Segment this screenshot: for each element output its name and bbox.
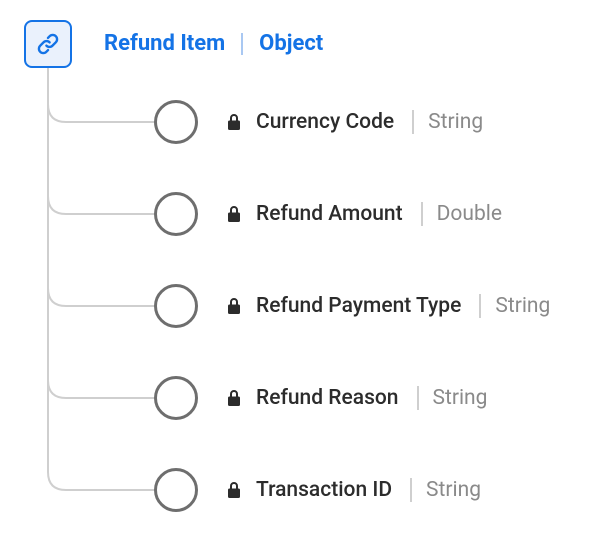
root-icon-box[interactable] [24,20,72,68]
type-divider [479,294,481,318]
field-name: Refund Payment Type [256,294,461,318]
lock-icon [226,113,242,131]
type-divider [412,110,414,134]
field-type: Double [437,202,502,226]
field-type: String [428,110,483,134]
root-name[interactable]: Refund Item [104,33,241,55]
children-list: Currency CodeStringRefund AmountDoubleRe… [48,68,596,514]
field-node-circle[interactable] [154,376,198,420]
field-name: Refund Amount [256,202,403,226]
type-divider [421,202,423,226]
field-node-circle[interactable] [154,284,198,328]
field-row[interactable]: Currency Code String [48,98,596,146]
type-divider [417,386,419,410]
field-row[interactable]: Refund Amount Double [48,190,596,238]
field-node-circle[interactable] [154,192,198,236]
field-row[interactable]: Refund Payment Type String [48,282,596,330]
field-node-circle[interactable] [154,468,198,512]
field-row[interactable]: Transaction ID String [48,466,596,514]
lock-icon [226,389,242,407]
link-icon [35,31,61,57]
field-type: String [495,294,550,318]
field-name: Transaction ID [256,478,392,502]
root-labels: Refund Item Object [104,33,323,55]
field-type: String [426,478,481,502]
field-node-circle[interactable] [154,100,198,144]
type-divider [410,478,412,502]
field-name: Refund Reason [256,386,399,410]
field-type: String [433,386,488,410]
lock-icon [226,205,242,223]
tree-area: Currency CodeStringRefund AmountDoubleRe… [48,68,596,514]
root-type: Object [241,33,323,55]
lock-icon [226,481,242,499]
field-name: Currency Code [256,110,394,134]
schema-root-row: Refund Item Object [24,20,596,68]
field-row[interactable]: Refund Reason String [48,374,596,422]
lock-icon [226,297,242,315]
